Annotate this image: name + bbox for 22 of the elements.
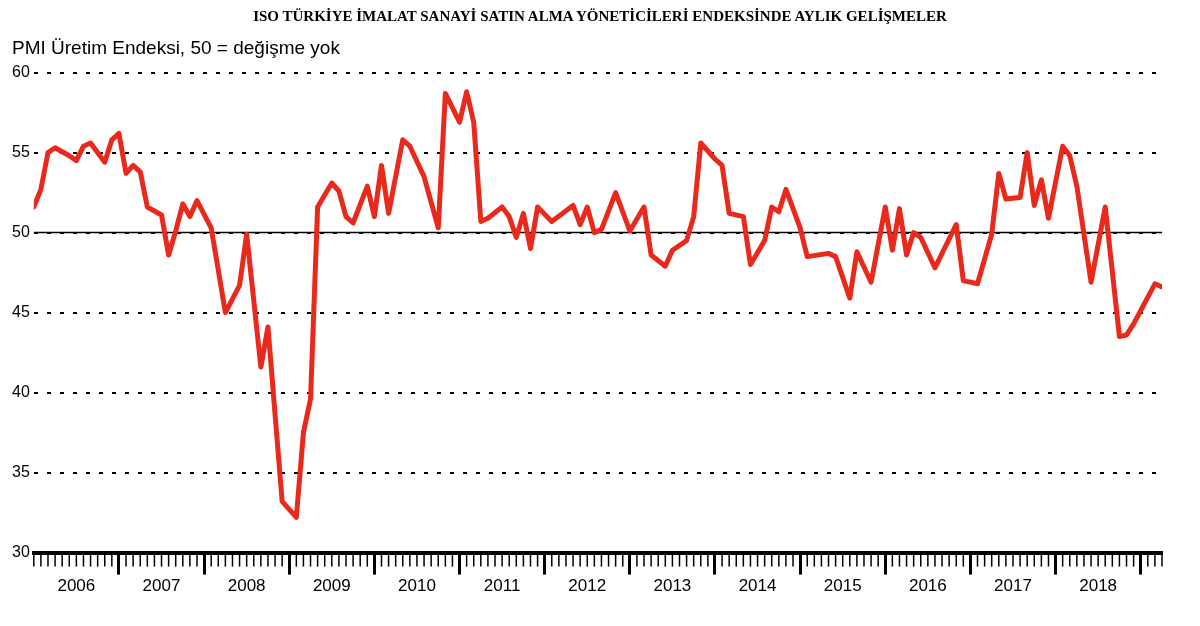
x-tick-label: 2013 <box>653 576 692 596</box>
x-tick-label: 2014 <box>738 576 777 596</box>
y-tick-label: 50 <box>12 223 30 241</box>
x-tick-label: 2017 <box>994 576 1032 596</box>
x-tick-label: 2015 <box>823 576 862 596</box>
x-tick-label: 2006 <box>57 576 96 596</box>
x-tick-label: 2010 <box>398 576 436 596</box>
x-tick-label: 2007 <box>142 576 181 596</box>
chart-title: ISO TÜRKİYE İMALAT SANAYİ SATIN ALMA YÖNETİCİLERİ ENDEKSİNDE AYLIK GELİŞMELER <box>252 8 948 25</box>
y-tick-label: 40 <box>12 383 30 401</box>
x-tick-label: 2012 <box>568 576 607 596</box>
x-tick-label: 2016 <box>908 576 947 596</box>
y-tick-label: 30 <box>12 543 30 561</box>
x-tick-label: 2009 <box>312 576 351 596</box>
x-tick-label: 2011 <box>483 576 521 596</box>
y-tick-label: 45 <box>12 303 30 321</box>
x-tick-label: 2008 <box>227 576 266 596</box>
y-tick-label: 35 <box>12 463 30 481</box>
y-axis-title: PMI Üretim Endeksi, 50 = değişme yok <box>12 37 341 59</box>
y-tick-label: 55 <box>12 143 30 161</box>
x-tick-label: 2018 <box>1079 576 1118 596</box>
y-tick-label: 60 <box>12 63 30 81</box>
